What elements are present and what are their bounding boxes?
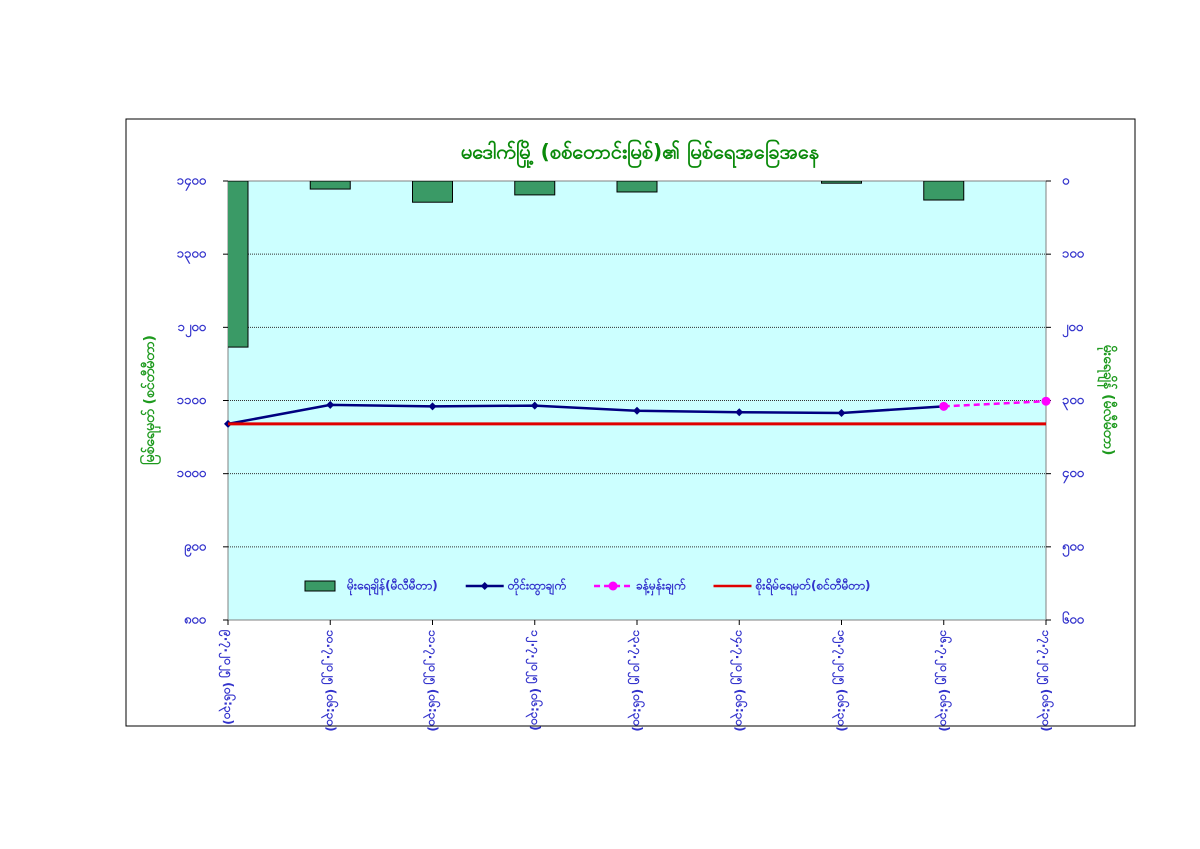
y-tick-label: ၁၀၀၀ xyxy=(177,466,207,481)
marker xyxy=(837,408,846,417)
x-tick-label: ၁၁.၇.၂၀၂၅ (၀၆:၃၀) xyxy=(422,630,442,732)
bar xyxy=(412,181,453,203)
y-tick-label: ၉၀၀ xyxy=(184,539,207,557)
x-tick-label: ၁၅.၇.၂၀၂၅ (၀၆:၃၀) xyxy=(831,630,851,732)
marker xyxy=(633,406,641,415)
y-tick-label: ၁၄၀၀ xyxy=(177,174,207,192)
x-tick-label: ၁၆.၇.၂၀၂၅ (၀၆:၃၀) xyxy=(933,630,953,732)
y2-tick-label: ၁၀၀ xyxy=(1062,247,1085,262)
x-tick-label: ၁၀.၇.၂၀၂၅ (၀၆:၃၀) xyxy=(320,630,340,732)
marker xyxy=(735,408,744,417)
x-tick-label: ၉.၇.၂၀၂၅ (၀၆:၃၀) xyxy=(218,629,238,725)
y2-tick-label: ၀ xyxy=(1062,174,1070,189)
y2-tick-label: ၄၀၀ xyxy=(1062,466,1085,484)
legend-label: စိုးရိမ်ရေမှတ်(စင်တီမီတာ) xyxy=(755,577,871,597)
marker xyxy=(428,402,437,411)
y2-tick-label: ၃၀၀ xyxy=(1062,393,1085,411)
y-tick-label: ၈၀၀ xyxy=(184,613,207,628)
legend-marker xyxy=(480,582,489,590)
y-tick-label: ၁၁၀၀ xyxy=(177,393,207,408)
marker xyxy=(326,400,335,409)
bar xyxy=(228,181,249,348)
marker xyxy=(939,401,949,411)
legend-label: တိုင်းထွာချက် xyxy=(507,577,567,597)
x-tick-label: ၁၇.၇.၂၀၂၅ (၀၆:၃၀) xyxy=(1036,630,1056,732)
y-tick-label: ၁၂၀၀ xyxy=(178,320,207,338)
line xyxy=(943,399,1047,408)
y-tick-label: ၁၃၀၀ xyxy=(177,247,207,265)
bar xyxy=(309,181,351,190)
y2-axis-title: မိုးရေချိန် (မီလီမီတာ) xyxy=(1097,345,1117,456)
legend-label: ခန့်မှန်းချက် xyxy=(636,577,686,597)
legend-label: မိုးရေချိန်(မီလီမီတာ) xyxy=(346,577,438,597)
marker xyxy=(530,401,539,410)
x-tick-label: ၁၃.၇.၂၀၂၅ (၀၆:၃၀) xyxy=(627,630,647,732)
y-axis-title: မြစ်ရေမှတ် (စင်တီမီတာ) xyxy=(140,335,161,465)
marker xyxy=(1041,396,1051,406)
legend-swatch xyxy=(304,580,336,592)
y2-tick-label: ၂၀၀ xyxy=(1062,320,1084,338)
y2-tick-label: ၅၀၀ xyxy=(1062,539,1085,557)
line xyxy=(227,403,944,426)
bar xyxy=(616,181,658,193)
x-tick-label: ၁၄.၇.၂၀၂၅ (၀၆:၃၀) xyxy=(729,630,749,732)
legend-marker xyxy=(608,581,618,591)
bar xyxy=(514,181,556,196)
plot-content xyxy=(228,181,965,348)
y2-tick-label: ၆၀၀ xyxy=(1062,611,1085,628)
bar xyxy=(821,181,862,184)
x-tick-label: ၁၂.၇.၂၀၂၅ (၀၆:၃၀) xyxy=(524,630,544,731)
bar xyxy=(923,181,965,201)
